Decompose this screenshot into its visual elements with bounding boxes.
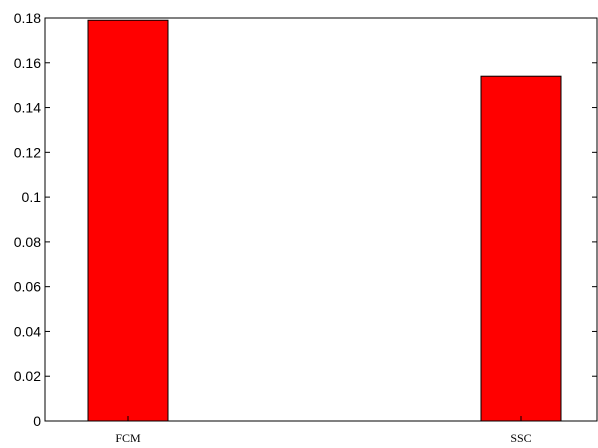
bars <box>87 19 562 422</box>
y-tick-label: 0.02 <box>14 368 41 384</box>
y-tick-label: 0.12 <box>14 144 41 160</box>
bar-ssc <box>480 75 562 422</box>
x-category-label: SSC <box>510 431 531 445</box>
y-tick-label: 0.06 <box>14 279 41 295</box>
y-tick-label: 0.16 <box>14 55 41 71</box>
y-tick-label: 0 <box>33 413 41 429</box>
x-axis: FCM SSC <box>115 416 532 445</box>
y-tick-label: 0.18 <box>14 10 41 26</box>
bar-fcm <box>87 19 169 422</box>
y-axis: 0 0.02 0.04 0.06 0.08 0.1 0.12 0.14 0.16 0.18 <box>14 10 597 429</box>
x-category-label: FCM <box>115 431 141 445</box>
y-tick-label: 0.04 <box>14 323 41 339</box>
y-tick-label: 0.1 <box>22 189 42 205</box>
y-tick-label: 0.14 <box>14 100 41 116</box>
y-tick-label: 0.08 <box>14 234 41 250</box>
